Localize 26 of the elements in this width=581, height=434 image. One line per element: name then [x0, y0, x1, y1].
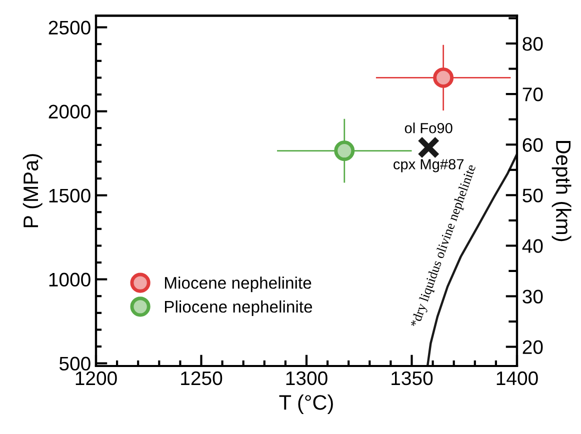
y2-tick-label: 30: [522, 290, 543, 304]
y2-tick-label: 20: [522, 340, 543, 354]
y2-tick-label: 50: [522, 188, 543, 202]
y-tick-label: 1000: [49, 272, 90, 287]
point: [433, 67, 454, 88]
y2-tick-label: 40: [522, 239, 543, 253]
x-axis-title: T (°C): [279, 394, 333, 414]
x-tick-label: 1200: [76, 371, 117, 386]
y2-tick-label: 70: [522, 88, 543, 102]
y2-axis-title: Depth (km): [552, 141, 572, 242]
y-tick-label: 2000: [48, 104, 90, 119]
x-tick-label: 1400: [496, 371, 538, 386]
x-tick-label: 1350: [392, 371, 433, 386]
point: [417, 136, 440, 159]
legend-label: Miocene nephelinite: [164, 276, 312, 292]
x-tick-label: 1250: [181, 371, 222, 386]
y-tick-label: 500: [59, 356, 90, 371]
point: [334, 140, 355, 162]
y-axis-title: P (MPa): [22, 154, 42, 228]
y2-tick-label: 60: [522, 138, 543, 152]
x-tick-label: 1300: [286, 371, 328, 386]
y-tick-label: 2500: [48, 20, 90, 35]
y-tick-label: 1500: [49, 188, 90, 203]
y2-tick-label: 80: [522, 36, 543, 51]
annotation: ol Fo90: [404, 122, 452, 134]
legend-label: Pliocene nephelinite: [164, 300, 312, 316]
